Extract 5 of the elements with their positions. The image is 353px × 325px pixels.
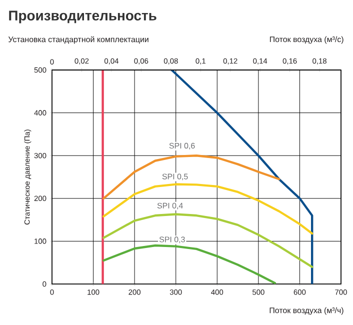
line-series	[102, 154, 280, 200]
chart-title: Производительность	[9, 10, 156, 24]
line-series	[102, 213, 314, 268]
line-series	[102, 244, 276, 284]
line-series	[102, 183, 314, 235]
